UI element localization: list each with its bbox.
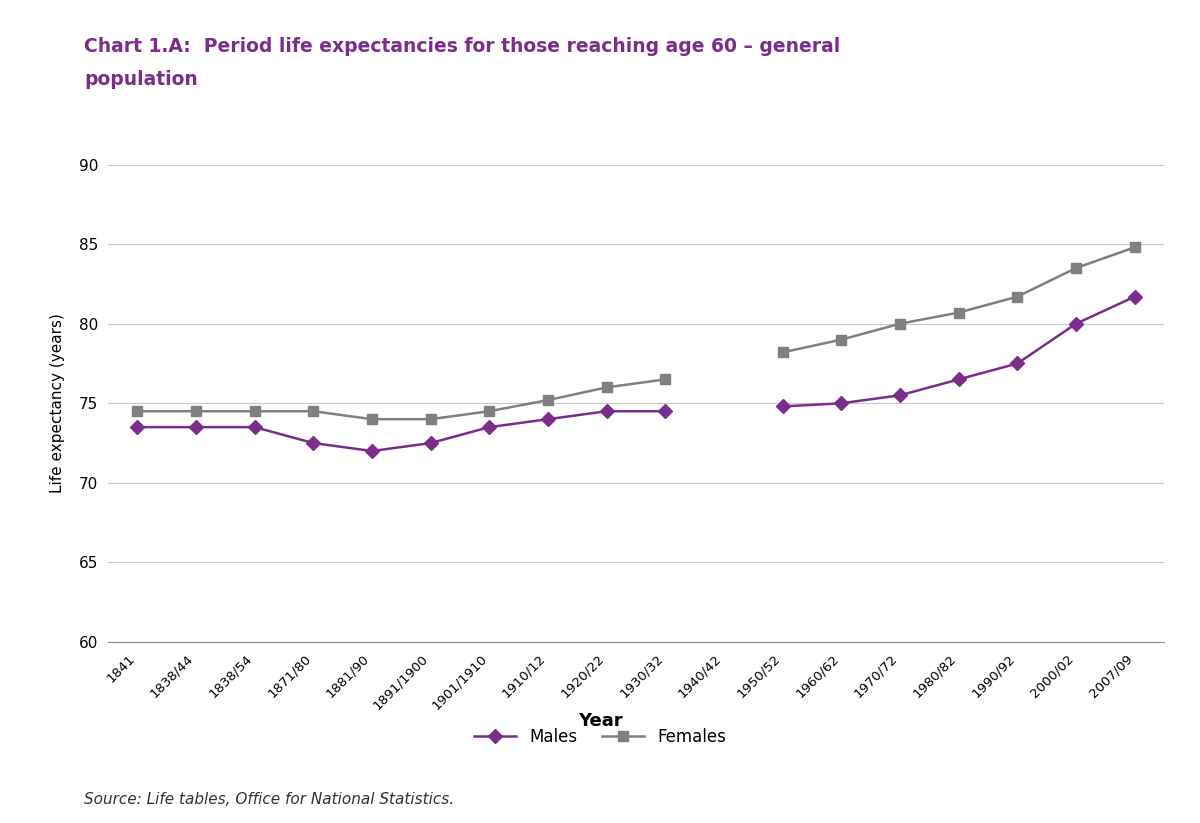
Males [600, 407, 614, 416]
Males [306, 438, 320, 448]
Females [600, 383, 614, 393]
Text: population: population [84, 70, 198, 89]
Males [658, 407, 672, 416]
Females [306, 407, 320, 416]
Females [365, 414, 379, 424]
Females [541, 395, 556, 405]
Females [188, 407, 203, 416]
Y-axis label: Life expectancy (years): Life expectancy (years) [50, 314, 65, 493]
Females [247, 407, 262, 416]
Males [541, 414, 556, 424]
Males [188, 422, 203, 432]
Text: Year: Year [577, 712, 623, 730]
Line: Males: Males [132, 407, 670, 456]
Line: Females: Females [132, 374, 670, 424]
Males [247, 422, 262, 432]
Legend: Males, Females: Males, Females [467, 722, 733, 753]
Males [130, 422, 144, 432]
Females [424, 414, 438, 424]
Text: Source: Life tables, Office for National Statistics.: Source: Life tables, Office for National… [84, 792, 454, 807]
Males [482, 422, 497, 432]
Males [365, 446, 379, 456]
Males [424, 438, 438, 448]
Females [658, 374, 672, 384]
Females [482, 407, 497, 416]
Text: Chart 1.A:  Period life expectancies for those reaching age 60 – general: Chart 1.A: Period life expectancies for … [84, 37, 840, 56]
Females [130, 407, 144, 416]
